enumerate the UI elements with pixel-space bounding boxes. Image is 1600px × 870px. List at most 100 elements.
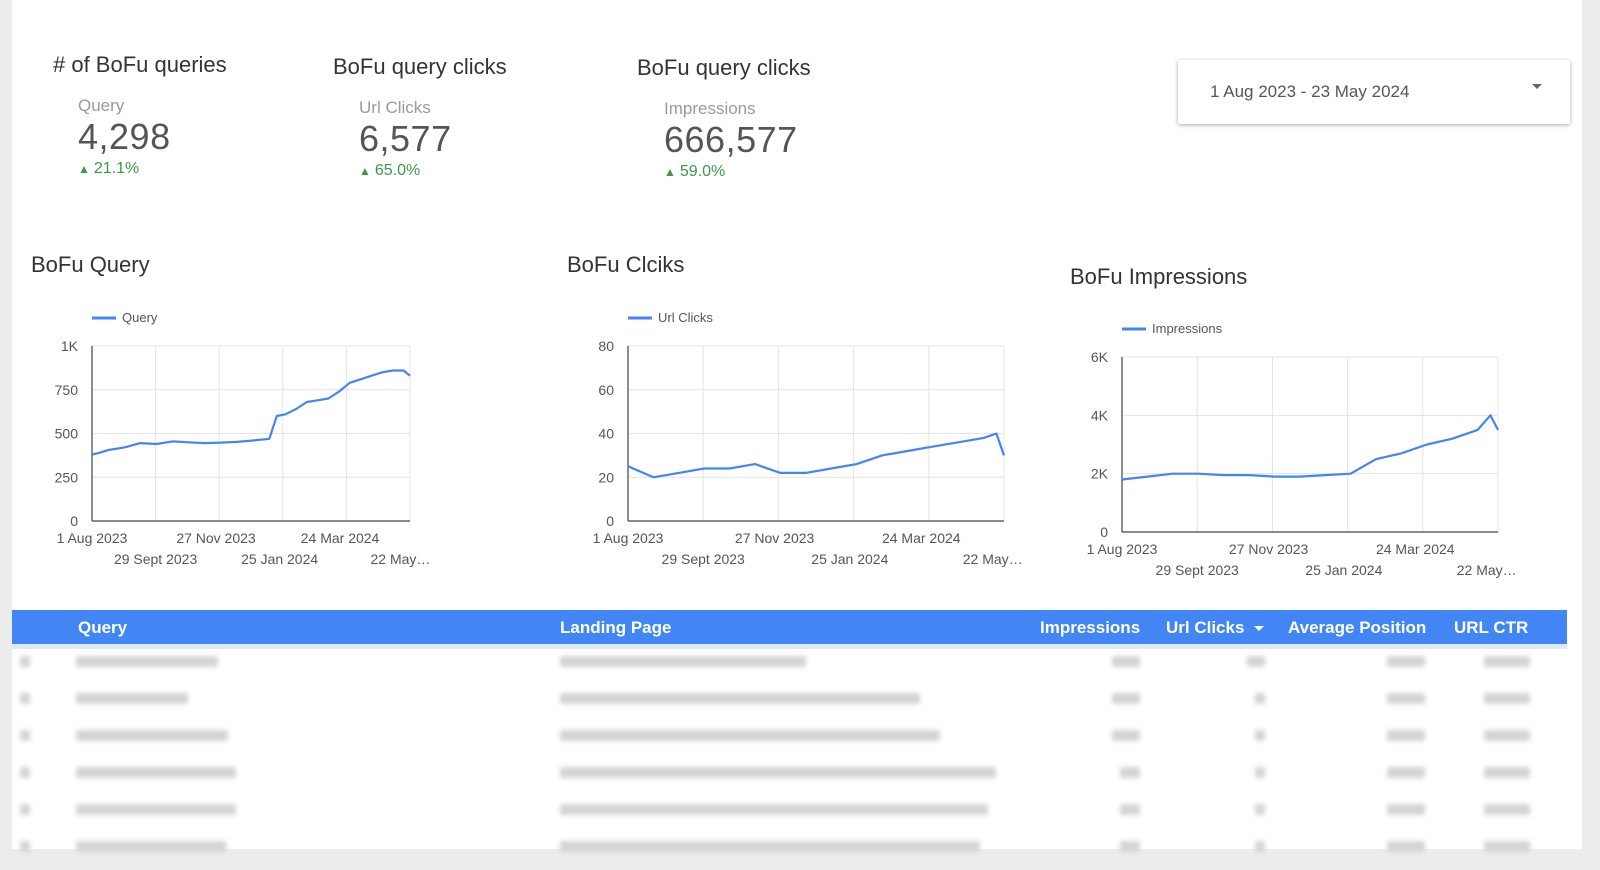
table-cell xyxy=(1120,767,1140,778)
table-row[interactable] xyxy=(12,796,1567,833)
x-tick-label: 22 May… xyxy=(963,551,1023,567)
chart-clicks[interactable]: Url Clicks 0 20 40 60 80 1 Aug 2023 27 Nov 2023… xyxy=(542,300,1052,590)
y-tick-label: 60 xyxy=(598,382,614,398)
table-cell xyxy=(76,656,218,667)
kpi-delta: ▲ 21.1% xyxy=(78,160,227,178)
table-cell xyxy=(1112,656,1140,667)
y-tick-label: 6K xyxy=(1091,349,1109,365)
date-range-label: 1 Aug 2023 - 23 May 2024 xyxy=(1210,82,1410,101)
table-header: Query Landing Page Impressions Url Click… xyxy=(12,610,1567,644)
table-cell xyxy=(560,767,996,778)
date-range-picker[interactable]: 1 Aug 2023 - 23 May 2024 xyxy=(1178,60,1570,124)
y-tick-label: 20 xyxy=(598,469,614,485)
table-cell xyxy=(76,804,236,815)
chart-title-clicks: BoFu Clciks xyxy=(567,252,685,277)
table-cell xyxy=(1484,730,1530,741)
x-tick-label: 1 Aug 2023 xyxy=(57,530,128,546)
x-tick-label: 27 Nov 2023 xyxy=(1229,541,1309,557)
column-header-url-clicks-label: Url Clicks xyxy=(1166,618,1245,637)
table-cell xyxy=(76,730,228,741)
x-tick-label: 24 Mar 2024 xyxy=(301,530,380,546)
row-index-cell xyxy=(20,730,30,741)
x-tick-label: 27 Nov 2023 xyxy=(735,530,815,546)
column-header-url-ctr[interactable]: URL CTR xyxy=(1454,618,1529,637)
kpi-value: 666,577 xyxy=(664,119,798,160)
arrow-up-icon: ▲ xyxy=(664,165,676,179)
chart-title-query: BoFu Query xyxy=(31,252,150,277)
table-cell xyxy=(1484,804,1530,815)
table-cell xyxy=(1484,767,1530,778)
table-cell xyxy=(1112,730,1140,741)
arrow-up-icon: ▲ xyxy=(78,162,90,176)
row-index-cell xyxy=(20,767,30,778)
y-tick-label: 500 xyxy=(55,426,79,442)
y-tick-label: 0 xyxy=(1100,524,1108,540)
kpi-card-impressions[interactable]: BoFu query clicks Impressions 666,577 ▲ 5… xyxy=(637,55,811,181)
y-tick-label: 40 xyxy=(598,426,614,442)
series-line xyxy=(627,432,1006,479)
y-tick-label: 0 xyxy=(606,513,614,529)
series-line xyxy=(1121,414,1499,481)
x-tick-label: 29 Sept 2023 xyxy=(662,551,746,567)
table-cell xyxy=(1255,804,1265,815)
table-cell xyxy=(560,656,806,667)
kpi-delta: ▲ 65.0% xyxy=(359,162,507,180)
table-cell xyxy=(76,767,236,778)
y-tick-label: 4K xyxy=(1091,407,1109,423)
table-cell xyxy=(1387,841,1425,852)
x-tick-label: 24 Mar 2024 xyxy=(882,530,961,546)
table-cell xyxy=(560,804,988,815)
kpi-title: BoFu query clicks xyxy=(333,54,507,79)
kpi-label: Url Clicks xyxy=(359,98,431,117)
table-cell xyxy=(1112,693,1140,704)
column-header-query[interactable]: Query xyxy=(78,618,128,637)
kpi-card-queries[interactable]: # of BoFu queries Query 4,298 ▲ 21.1% xyxy=(53,52,227,178)
table-row[interactable] xyxy=(12,722,1567,759)
y-tick-label: 1K xyxy=(61,338,79,354)
table-row[interactable] xyxy=(12,685,1567,722)
kpi-title: # of BoFu queries xyxy=(53,52,227,77)
x-tick-label: 25 Jan 2024 xyxy=(241,551,318,567)
legend-label: Url Clicks xyxy=(658,310,713,325)
kpi-card-url-clicks[interactable]: BoFu query clicks Url Clicks 6,577 ▲ 65.0… xyxy=(333,54,507,180)
chart-title-impressions: BoFu Impressions xyxy=(1070,264,1248,289)
chart-impressions[interactable]: Impressions 0 2K 4K 6K 1 Aug 2023 27 Nov 2023 2… xyxy=(1042,312,1572,602)
legend-label: Impressions xyxy=(1152,321,1223,336)
table-row[interactable] xyxy=(12,648,1567,685)
row-index-cell xyxy=(20,804,30,815)
x-tick-label: 29 Sept 2023 xyxy=(114,551,198,567)
y-tick-label: 250 xyxy=(55,469,79,485)
table-cell xyxy=(1484,693,1530,704)
table-cell xyxy=(560,841,980,852)
table-cell xyxy=(1387,804,1425,815)
kpi-delta: ▲ 59.0% xyxy=(664,163,811,181)
series-line xyxy=(91,369,411,456)
column-header-impressions[interactable]: Impressions xyxy=(1040,618,1141,637)
dropdown-caret-icon[interactable] xyxy=(1532,84,1542,89)
kpi-delta-value: 59.0% xyxy=(679,163,726,180)
chart-query[interactable]: Query 0 250 500 750 1K 1 Aug 2023 27 Nov 2023 24… xyxy=(12,300,492,590)
table-cell xyxy=(1387,656,1425,667)
y-tick-label: 750 xyxy=(55,382,79,398)
table-cell xyxy=(1484,656,1530,667)
table-cell xyxy=(1484,841,1530,852)
kpi-delta-value: 65.0% xyxy=(374,162,421,179)
table-cell xyxy=(560,693,920,704)
table-cell xyxy=(76,693,188,704)
y-tick-label: 2K xyxy=(1091,466,1109,482)
table-cell xyxy=(1387,693,1425,704)
kpi-value: 4,298 xyxy=(78,116,171,157)
column-header-url-clicks[interactable]: Url Clicks xyxy=(1166,618,1265,638)
table-cell xyxy=(1120,841,1140,852)
arrow-up-icon: ▲ xyxy=(359,164,371,178)
x-tick-label: 25 Jan 2024 xyxy=(1305,562,1382,578)
table-cell xyxy=(76,841,226,852)
x-tick-label: 22 May… xyxy=(1457,562,1517,578)
column-header-average-position[interactable]: Average Position xyxy=(1288,618,1427,637)
table-row[interactable] xyxy=(12,833,1567,870)
x-tick-label: 29 Sept 2023 xyxy=(1156,562,1240,578)
dashboard-canvas: # of BoFu queries Query 4,298 ▲ 21.1% BoF… xyxy=(12,0,1582,852)
column-header-landing-page[interactable]: Landing Page xyxy=(560,618,672,637)
table-row[interactable] xyxy=(12,759,1567,796)
sort-desc-icon[interactable] xyxy=(1254,626,1265,632)
